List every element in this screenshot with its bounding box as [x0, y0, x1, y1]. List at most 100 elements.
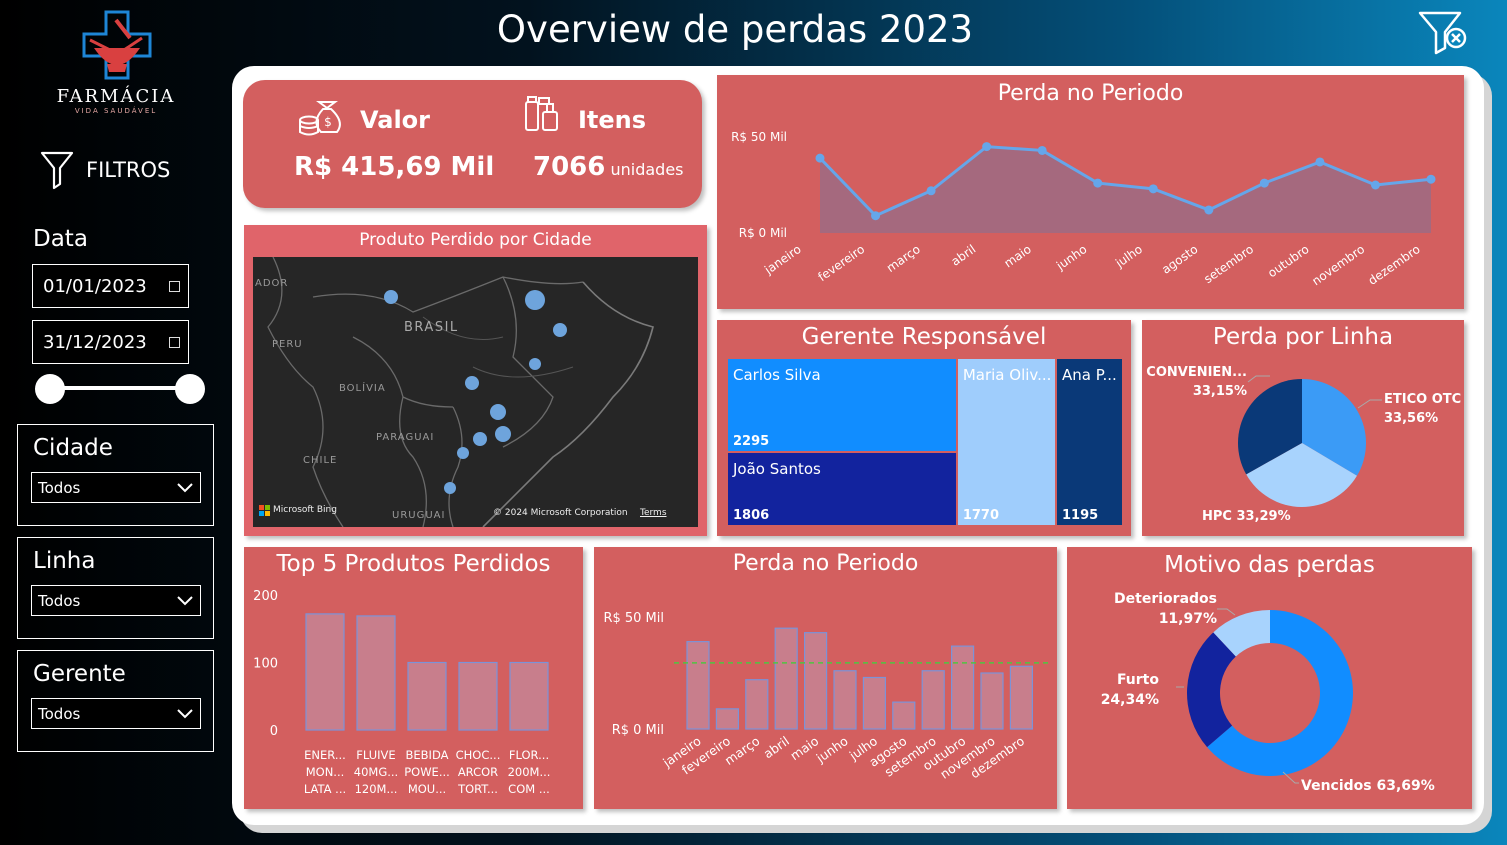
manager-treemap-card[interactable]: Gerente Responsável Carlos Silva 2295 João…: [717, 320, 1131, 536]
pie-label: ETICO OTC: [1384, 392, 1461, 407]
report-canvas: $ Valor R$ 415,69 Mil Itens 7066 unidade…: [232, 66, 1484, 825]
treemap-tile[interactable]: Maria Oliv... 1770: [957, 359, 1056, 525]
line-slicer: Linha Todos: [17, 537, 214, 639]
map-title: Produto Perdido por Cidade: [359, 230, 592, 250]
treemap-tile[interactable]: Ana P... 1195: [1057, 359, 1122, 525]
pie-label: HPC 33,29%: [1202, 509, 1291, 524]
x-tick-label: abril: [761, 733, 792, 761]
area-fill: [820, 146, 1431, 233]
treemap-tile-label: João Santos: [733, 460, 821, 479]
loss-reason-card[interactable]: Motivo das perdas Vencidos 63,69% Furto 24…: [1067, 547, 1472, 809]
loss-by-line-card[interactable]: Perda por Linha ETICO OTC 33,56% HPC 33,29…: [1142, 320, 1464, 536]
kpi-value-label: Valor: [360, 106, 431, 134]
series-line: [818, 145, 1432, 218]
x-tick-label: outubro: [1265, 242, 1311, 280]
line-dropdown[interactable]: Todos: [31, 585, 201, 616]
treemap-tile-label: Maria Oliv...: [962, 366, 1052, 384]
map-label: PERU: [272, 339, 303, 350]
filters-toggle[interactable]: FILTROS: [40, 148, 220, 192]
data-point: [926, 186, 936, 196]
map-area[interactable]: ADOR BRASIL PERU BOLÍVIA PARAGUAI CHILE …: [253, 257, 698, 527]
map-card[interactable]: Produto Perdido por Cidade: [244, 225, 707, 536]
city-dropdown[interactable]: Todos: [31, 472, 201, 503]
bar: [980, 672, 1004, 730]
line-chart-title: Perda no Periodo: [997, 81, 1184, 106]
x-tick-label: COM ...: [508, 782, 550, 796]
date-label: Data: [33, 226, 88, 252]
x-tick-label: FLOR...: [509, 748, 549, 762]
leader-line: [1357, 399, 1382, 409]
map-label: URUGUAI: [392, 510, 446, 521]
leader-line: [1217, 608, 1236, 616]
treemap-tile[interactable]: João Santos 1806: [728, 453, 956, 525]
loss-period-bar-card[interactable]: Perda no Periodo R$ 50 Mil R$ 0 Mil janeir…: [594, 547, 1057, 809]
map-label: BRASIL: [404, 320, 459, 335]
bar-chart-title: Perda no Periodo: [732, 551, 919, 576]
clear-filters-button[interactable]: [1418, 10, 1470, 56]
kpi-items-unit: unidades: [610, 160, 684, 179]
pie-chart[interactable]: ETICO OTC 33,56% HPC 33,29% CONVENIEN... 33,…: [1142, 320, 1464, 536]
data-point: [1093, 178, 1103, 188]
treemap-tile-value: 2295: [733, 434, 770, 450]
kpi-value: R$ 415,69 Mil: [294, 152, 495, 182]
donut-slice: [1187, 632, 1236, 748]
kpi-items: 7066 unidades: [533, 152, 684, 182]
x-tick-label: ENER...: [304, 748, 346, 762]
x-tick-label: maio: [1002, 242, 1034, 271]
line-chart[interactable]: R$ 50 Mil R$ 0 Mil janeiro fevereiro março ab…: [717, 75, 1464, 309]
loss-period-line-card[interactable]: Perda no Periodo R$ 50 Mil R$ 0 Mil janeir…: [717, 75, 1464, 309]
map-terms-link[interactable]: Terms: [640, 508, 667, 518]
date-range-slider-track[interactable]: [50, 386, 190, 390]
treemap-title: Gerente Responsável: [801, 324, 1047, 350]
manager-slicer: Gerente Todos: [17, 650, 214, 752]
pie-value: 33,15%: [1193, 384, 1247, 399]
treemap[interactable]: Carlos Silva 2295 João Santos 1806 Maria Oli…: [727, 358, 1123, 526]
x-tick-label: LATA ...: [304, 782, 346, 796]
bar: [804, 632, 828, 730]
bar: [833, 670, 857, 730]
x-tick-label: 40MG...: [354, 765, 398, 779]
date-range-end-handle[interactable]: [175, 374, 205, 404]
kpi-card[interactable]: $ Valor R$ 415,69 Mil Itens 7066 unidade…: [243, 80, 702, 208]
donut-value: 24,34%: [1101, 692, 1159, 708]
map-label: ADOR: [255, 278, 289, 289]
x-tick-label: agosto: [1159, 242, 1200, 277]
manager-dropdown[interactable]: Todos: [31, 698, 201, 729]
data-point: [1315, 157, 1325, 167]
x-tick-label: novembro: [1309, 242, 1367, 288]
data-point: [815, 153, 825, 163]
donut-label: Furto: [1117, 672, 1159, 688]
donut-label: Deteriorados: [1114, 591, 1217, 607]
top5-bar-chart[interactable]: 0 100 200 ENER... MON... LATA ... FLUIVE 40MG..…: [244, 547, 583, 809]
x-tick-label: POWE...: [404, 765, 450, 779]
map-label: CHILE: [303, 455, 338, 466]
calendar-icon[interactable]: [169, 336, 180, 348]
pharmacy-logo: [82, 10, 152, 80]
x-tick-label: CHOC...: [456, 748, 501, 762]
date-range-start-handle[interactable]: [35, 374, 65, 404]
start-date-input[interactable]: 01/01/2023: [32, 264, 189, 308]
donut-chart[interactable]: Vencidos 63,69% Furto 24,34% Deteriorados 11…: [1067, 547, 1472, 809]
x-tick-label: BEBIDA: [406, 748, 449, 762]
city-slicer: Cidade Todos: [17, 424, 214, 526]
line-dropdown-value: Todos: [38, 591, 81, 610]
top5-products-card[interactable]: Top 5 Produtos Perdidos 0 100 200 ENER... MO…: [244, 547, 583, 809]
y-tick-label: R$ 0 Mil: [612, 723, 664, 738]
bar: [305, 613, 345, 731]
treemap-tile[interactable]: Carlos Silva 2295: [728, 359, 956, 452]
y-tick-label: 0: [270, 724, 278, 739]
start-date-value: 01/01/2023: [43, 275, 147, 297]
x-tick-label: julho: [1112, 242, 1145, 271]
x-tick-label: FLUIVE: [356, 748, 395, 762]
sidebar: FARMÁCIA VIDA SAUDÁVEL FILTROS Data 01/0…: [0, 0, 232, 845]
map-label: BOLÍVIA: [339, 383, 386, 394]
x-tick-label: março: [884, 242, 923, 275]
manager-slicer-title: Gerente: [33, 661, 126, 687]
end-date-input[interactable]: 31/12/2023: [32, 320, 189, 364]
treemap-tile-value: 1770: [962, 508, 1000, 523]
map-label: PARAGUAI: [376, 432, 435, 443]
bar: [407, 661, 447, 731]
kpi-items-label: Itens: [578, 106, 647, 134]
calendar-icon[interactable]: [169, 280, 180, 292]
